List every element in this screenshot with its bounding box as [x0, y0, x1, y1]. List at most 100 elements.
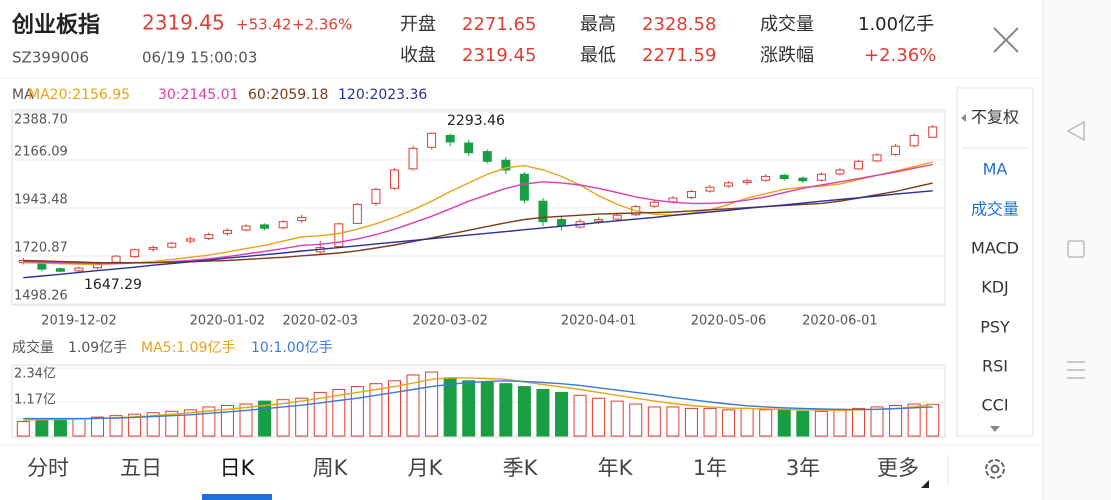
y-tick-label: 2388.70 — [14, 113, 68, 128]
indicator-option[interactable]: MACD — [971, 239, 1019, 258]
period-tab[interactable]: 分时 — [27, 456, 69, 480]
volume-bar — [610, 400, 624, 437]
ma-line — [23, 163, 933, 265]
volume-bar — [796, 410, 810, 437]
stat-value: 1.00亿手 — [858, 14, 934, 35]
candle-body — [408, 147, 418, 170]
candle-body — [74, 267, 84, 272]
settings-icon[interactable] — [985, 459, 1005, 479]
stat-value: +2.36% — [864, 45, 936, 66]
candle-body — [501, 159, 511, 171]
period-tab[interactable]: 3年 — [786, 456, 820, 480]
volume-bar — [777, 409, 791, 437]
period-tab[interactable]: 周K — [313, 456, 349, 480]
volume-bar — [517, 386, 531, 437]
menu-icon[interactable] — [1067, 361, 1085, 379]
period-tab[interactable]: 更多 — [877, 456, 919, 480]
gear-hub — [990, 464, 1000, 474]
volume-label: 成交量 — [12, 339, 54, 356]
indicator-option[interactable]: 成交量 — [971, 200, 1019, 219]
right-strip — [1043, 0, 1111, 500]
volume-bar — [666, 406, 680, 437]
period-tab[interactable]: 日K — [220, 456, 256, 480]
period-tab[interactable]: 五日 — [120, 456, 162, 480]
stat-label: 最低 — [580, 45, 616, 66]
x-tick-label: 2020-01-02 — [190, 314, 266, 329]
more-arrow — [990, 426, 1000, 432]
candle-body — [427, 132, 437, 148]
volume-bar — [703, 407, 717, 437]
stat-label: 涨跌幅 — [760, 45, 814, 66]
index-price: 2319.45 — [142, 11, 225, 35]
volume-bar — [833, 409, 847, 437]
volume-bar — [462, 380, 476, 437]
volume-bar — [536, 389, 550, 437]
volume-bar — [443, 377, 457, 437]
candle-body — [445, 134, 455, 143]
more-corner — [921, 480, 929, 488]
candle-body — [742, 180, 752, 183]
quote-time: 06/19 15:00:03 — [142, 49, 257, 67]
volume-bar — [870, 406, 884, 437]
back-icon[interactable] — [1066, 120, 1085, 142]
volume-bar — [295, 397, 309, 437]
stat-label: 成交量 — [760, 14, 814, 35]
indicator-option[interactable]: MA — [983, 160, 1008, 179]
y-tick-label: 1720.87 — [14, 241, 68, 256]
ma-line — [23, 380, 933, 420]
annotation: 2293.46 — [447, 113, 505, 129]
candle-body — [55, 268, 65, 272]
indicator-option[interactable]: RSI — [982, 357, 1008, 376]
gear — [985, 459, 1005, 479]
active-tab-indicator — [202, 494, 272, 500]
candle-body — [241, 225, 251, 231]
period-tab[interactable]: 1年 — [693, 456, 727, 480]
legend-entry: MA5:1.09亿手 — [141, 340, 235, 356]
candle-body — [222, 229, 232, 235]
volume-bar — [480, 381, 494, 437]
home-icon[interactable] — [1067, 240, 1085, 258]
candle-body — [204, 234, 214, 240]
volume-frame — [11, 364, 946, 438]
legend-entry: 30:2145.01 — [158, 87, 238, 103]
volume-bar — [629, 403, 643, 437]
candle-body — [519, 173, 529, 201]
volume-bar — [35, 419, 49, 437]
index-code: SZ399006 — [12, 49, 89, 67]
index-change: +53.42 — [236, 16, 292, 34]
candle-body — [705, 186, 715, 192]
period-tab[interactable]: 月K — [408, 456, 444, 480]
candle-body — [260, 224, 270, 229]
close-button[interactable] — [993, 27, 1019, 53]
candle-body — [649, 201, 659, 207]
ma-label: MA — [12, 87, 34, 103]
x-tick-label: 2020-03-02 — [412, 314, 488, 329]
volume-bar — [499, 383, 513, 437]
x-tick-label: 2020-06-01 — [802, 314, 878, 329]
indicator-option[interactable]: PSY — [980, 318, 1010, 337]
x-tick-label: 2020-04-01 — [561, 314, 637, 329]
stat-value: 2328.58 — [642, 14, 716, 35]
stat-value: 2271.65 — [462, 14, 536, 35]
period-tab[interactable]: 季K — [503, 456, 539, 480]
indicator-option[interactable]: CCI — [981, 396, 1008, 415]
period-tab[interactable]: 年K — [598, 456, 634, 480]
y-tick-label: 1498.26 — [14, 289, 68, 304]
x-tick-label: 2020-02-03 — [282, 314, 358, 329]
candle-body — [909, 134, 919, 147]
volume-bar — [109, 415, 123, 437]
candle-body — [148, 247, 158, 250]
volume-bar — [220, 404, 234, 437]
volume-bar — [647, 406, 661, 437]
indicator-option[interactable]: KDJ — [981, 278, 1009, 297]
candle-body — [371, 188, 381, 204]
candle-body — [686, 191, 696, 199]
candle-body — [352, 203, 362, 224]
volume-bar — [258, 400, 272, 437]
volume-bar — [53, 418, 67, 437]
volume-bar — [851, 407, 865, 437]
legend-entry: 10:1.00亿手 — [251, 340, 333, 356]
candle-body — [928, 126, 938, 138]
adjust-option[interactable]: 不复权 — [971, 108, 1019, 127]
